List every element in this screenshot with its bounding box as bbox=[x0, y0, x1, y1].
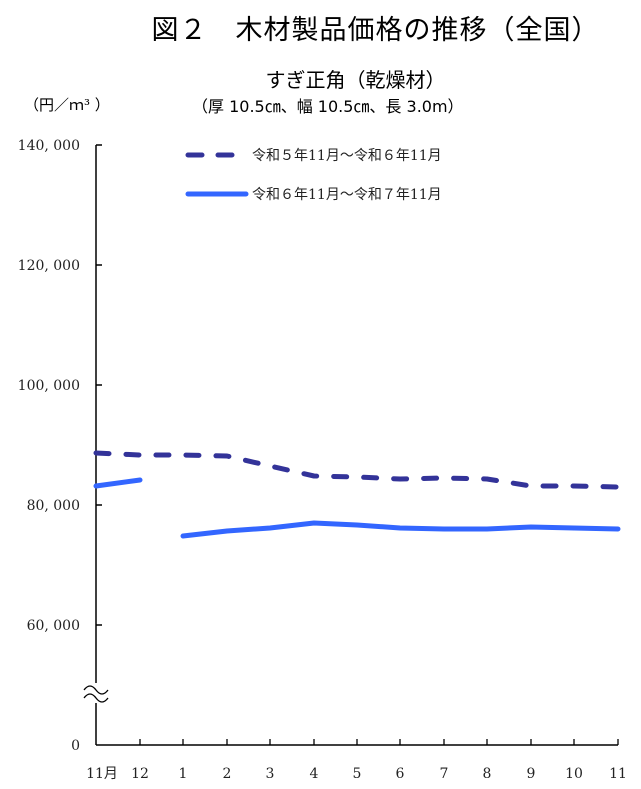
x-tick-label: 12 bbox=[131, 766, 149, 782]
x-tick-label: 11 bbox=[609, 766, 627, 782]
x-axis: 11月 12 1 2 3 4 5 6 7 8 9 10 11 bbox=[86, 739, 627, 782]
y-tick-label: 60, 000 bbox=[27, 618, 80, 634]
x-tick-label: 4 bbox=[310, 766, 319, 782]
y-tick-label: 100, 000 bbox=[18, 378, 80, 394]
y-tick-label: 120, 000 bbox=[18, 258, 80, 274]
y-axis-unit: （円／ｍ³ ） bbox=[24, 96, 110, 114]
x-tick-label: 6 bbox=[396, 766, 405, 782]
x-tick-label: 2 bbox=[223, 766, 232, 782]
series-line-r6-r7-segment-a bbox=[93, 477, 143, 489]
y-tick-label: 0 bbox=[71, 738, 80, 754]
x-tick-label: 11月 bbox=[86, 766, 118, 782]
y-tick-label: 140, 000 bbox=[18, 138, 80, 154]
y-tick-label: 80, 000 bbox=[27, 498, 80, 514]
x-tick-label: 7 bbox=[440, 766, 449, 782]
x-tick-label: 9 bbox=[527, 766, 536, 782]
series-line-r6-r7-segment-b bbox=[180, 520, 621, 539]
axis-break-icon bbox=[83, 685, 109, 703]
chart-subtitle: すぎ正角（乾燥材） bbox=[265, 68, 446, 92]
product-spec: （厚 10.5㎝、幅 10.5㎝、長 3.0m） bbox=[192, 97, 464, 116]
x-tick-label: 3 bbox=[266, 766, 275, 782]
legend: 令和５年11月～令和６年11月 令和６年11月～令和７年11月 bbox=[185, 148, 442, 203]
chart-title: 図２ 木材製品価格の推移（全国） bbox=[151, 15, 600, 46]
series-line-r5-r6 bbox=[93, 450, 621, 490]
x-tick-label: 5 bbox=[353, 766, 362, 782]
x-tick-label: 8 bbox=[483, 766, 492, 782]
x-tick-label: 10 bbox=[565, 766, 583, 782]
y-axis: 140, 000 120, 000 100, 000 80, 000 60, 0… bbox=[18, 138, 102, 754]
legend-label-series2: 令和６年11月～令和７年11月 bbox=[252, 187, 442, 203]
x-tick-label: 1 bbox=[179, 766, 188, 782]
legend-label-series1: 令和５年11月～令和６年11月 bbox=[252, 148, 442, 164]
